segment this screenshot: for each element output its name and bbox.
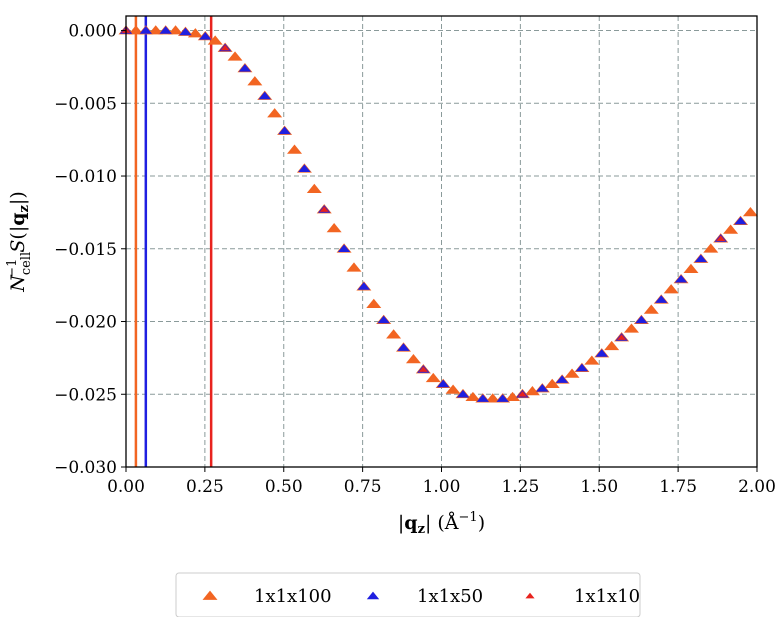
data-point (465, 391, 481, 402)
data-point (476, 394, 490, 402)
data-point (139, 26, 153, 34)
y-tick-label: −0.020 (54, 313, 117, 333)
x-tick-label: 1.50 (580, 477, 618, 497)
data-point (319, 206, 329, 212)
data-point (337, 244, 351, 252)
data-point (386, 329, 402, 339)
data-point (238, 63, 252, 72)
data-point (366, 298, 382, 308)
data-point (485, 393, 501, 403)
data-point (227, 51, 243, 61)
x-tick-label: 0.00 (107, 477, 145, 497)
data-point (723, 224, 739, 234)
data-point (505, 391, 521, 402)
data-point (258, 91, 271, 100)
legend-marker-1x1x10 (525, 592, 535, 599)
data-point (694, 254, 708, 263)
data-point (357, 282, 371, 290)
legend-label-1x1x50: 1x1x50 (417, 586, 483, 607)
legend-box (175, 572, 641, 617)
legend: 1x1x100 1x1x50 1x1x10 (175, 572, 641, 617)
data-point (148, 25, 164, 35)
legend-label-1x1x10: 1x1x10 (574, 586, 640, 607)
data-point (298, 164, 311, 172)
data-point (544, 378, 560, 388)
data-point (128, 25, 144, 35)
data-point (418, 366, 428, 372)
x-tick-label: 0.25 (186, 477, 224, 497)
data-point (199, 31, 212, 40)
data-point (187, 28, 203, 38)
x-tick-label: 1.00 (423, 477, 461, 497)
data-point (655, 295, 668, 303)
data-point (734, 216, 747, 225)
data-point (584, 355, 600, 365)
data-point (445, 384, 461, 394)
axis-ticks: 0.00 0.25 0.50 0.75 1.00 1.25 1.50 1.75 2.00 0.00… (54, 22, 776, 497)
y-tick-label: −0.025 (54, 385, 117, 405)
grid-lines (126, 16, 757, 467)
data-point (635, 315, 648, 324)
vertical-marker-lines (134, 16, 213, 467)
x-tick-label: 1.75 (659, 477, 697, 497)
data-point (496, 394, 509, 402)
y-tick-label: −0.015 (54, 240, 117, 260)
data-point (623, 323, 639, 333)
data-point (377, 315, 390, 324)
data-point (247, 76, 263, 86)
data-point (179, 27, 192, 36)
data-point (564, 368, 580, 378)
y-tick-label: −0.030 (54, 458, 117, 478)
data-point (703, 243, 719, 253)
data-point (159, 26, 172, 34)
data-point (683, 263, 699, 274)
legend-marker-1x1x100 (202, 590, 218, 600)
x-tick-label: 0.75 (344, 477, 382, 497)
data-point (663, 284, 679, 294)
data-point (436, 379, 450, 388)
data-point (326, 223, 342, 233)
y-axis-label: Ncell−1 S(|qz|) (5, 191, 34, 293)
data-point (207, 35, 223, 45)
data-point (536, 384, 549, 392)
data-point (604, 340, 620, 351)
y-tick-label: −0.010 (54, 167, 117, 187)
series-1x1x100 (118, 25, 758, 403)
data-point (306, 183, 322, 194)
x-tick-label: 2.00 (738, 477, 776, 497)
legend-marker-1x1x50 (366, 591, 380, 600)
y-tick-label: −0.005 (54, 94, 117, 114)
data-point (287, 144, 303, 154)
data-point (405, 353, 421, 364)
data-point (456, 389, 470, 398)
data-point (346, 262, 362, 272)
x-tick-label: 0.50 (265, 477, 303, 497)
x-axis-label: |qz| (Å−1) (398, 510, 485, 537)
data-point (716, 235, 726, 241)
data-point (425, 372, 441, 383)
data-point (595, 349, 608, 357)
legend-label-1x1x100: 1x1x100 (254, 586, 332, 607)
data-point (220, 44, 230, 51)
data-point (643, 304, 659, 314)
data-points (118, 25, 758, 403)
data-point (616, 334, 627, 340)
data-point (742, 207, 758, 217)
data-point (555, 375, 569, 383)
data-point (674, 274, 688, 283)
y-tick-label: 0.000 (68, 22, 117, 42)
data-point (524, 386, 540, 396)
data-point (575, 363, 589, 372)
data-point (267, 108, 283, 118)
data-point (517, 390, 528, 397)
x-tick-label: 1.25 (501, 477, 539, 497)
data-point (278, 126, 291, 135)
data-point (397, 343, 410, 351)
data-point (168, 25, 184, 35)
series-1x1x50 (119, 26, 747, 402)
